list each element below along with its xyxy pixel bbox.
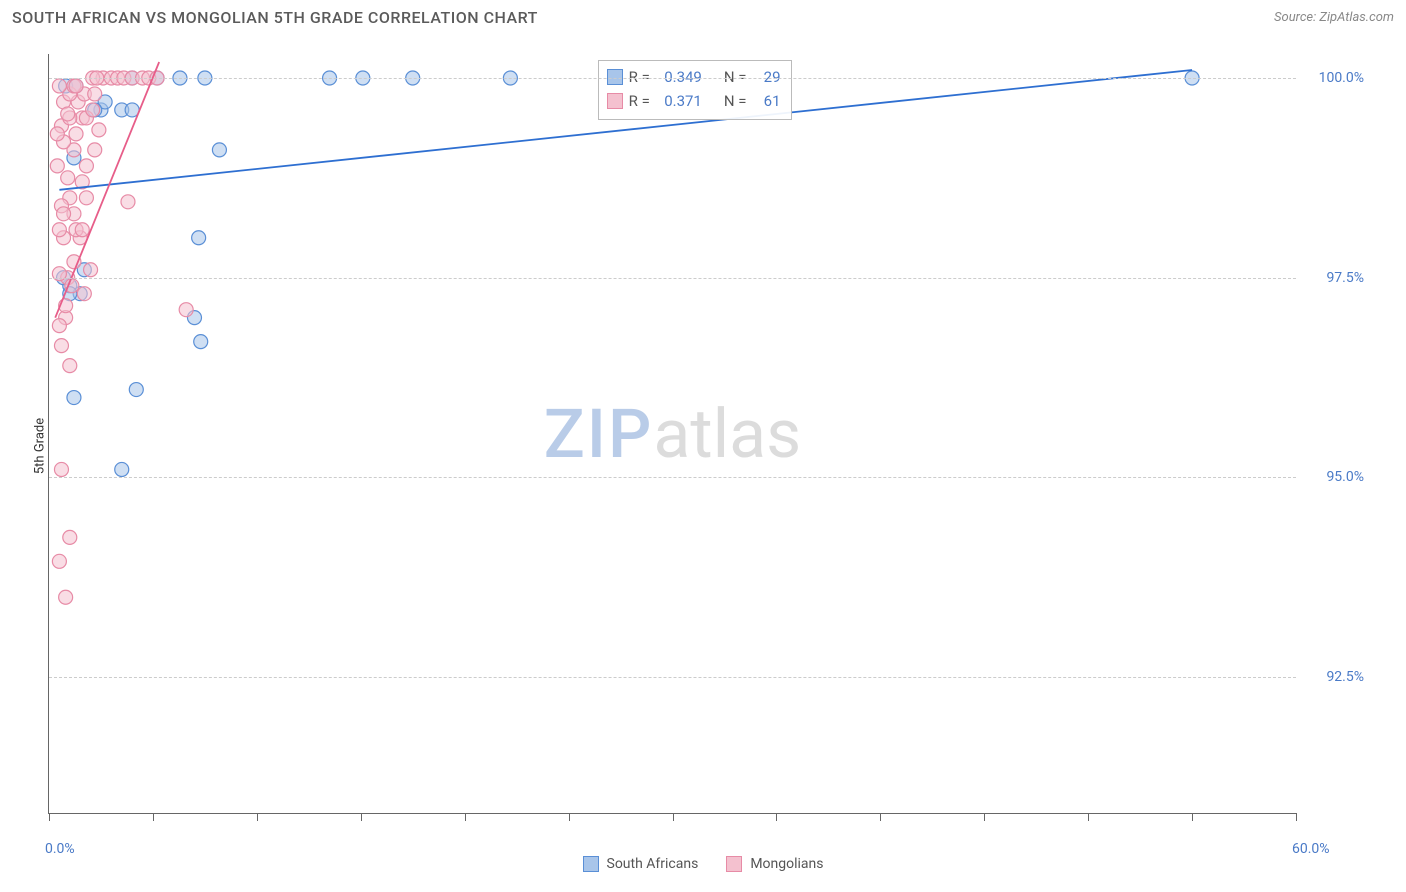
y-tick-label: 95.0% xyxy=(1326,469,1364,485)
data-point xyxy=(86,103,100,117)
data-point xyxy=(54,339,68,353)
data-point xyxy=(52,319,66,333)
data-point xyxy=(63,359,77,373)
x-tick-mark xyxy=(1192,813,1193,821)
data-point xyxy=(92,123,106,137)
legend-swatch xyxy=(607,93,623,109)
x-tick-mark xyxy=(465,813,466,821)
data-point xyxy=(84,263,98,277)
stats-row: R = 0.371 N = 61 xyxy=(607,89,781,113)
x-tick-label: 60.0% xyxy=(1292,841,1330,857)
legend-item: South Africans xyxy=(583,856,699,872)
x-tick-mark xyxy=(1296,813,1297,821)
data-point xyxy=(67,391,81,405)
data-point xyxy=(52,223,66,237)
data-point xyxy=(179,303,193,317)
x-tick-mark xyxy=(880,813,881,821)
legend-swatch xyxy=(583,856,599,872)
x-tick-mark xyxy=(673,813,674,821)
data-point xyxy=(52,554,66,568)
chart-area: ZIPatlas R =0.349N =29R =0.371N =61 92.5… xyxy=(48,54,1296,814)
data-point xyxy=(194,335,208,349)
data-point xyxy=(50,159,64,173)
data-point xyxy=(88,143,102,157)
gridline xyxy=(49,78,1296,79)
x-tick-mark xyxy=(776,813,777,821)
data-point xyxy=(54,462,68,476)
data-point xyxy=(52,79,66,93)
data-point xyxy=(61,171,75,185)
plot-svg xyxy=(49,54,1296,813)
n-value: 61 xyxy=(753,89,781,113)
data-point xyxy=(212,143,226,157)
x-tick-label: 0.0% xyxy=(45,841,75,857)
n-label: N = xyxy=(724,89,747,113)
data-point xyxy=(69,127,83,141)
x-tick-mark xyxy=(984,813,985,821)
data-point xyxy=(77,287,91,301)
data-point xyxy=(129,383,143,397)
y-tick-label: 100.0% xyxy=(1319,70,1364,86)
data-point xyxy=(121,195,135,209)
data-point xyxy=(69,79,83,93)
legend-label: South Africans xyxy=(607,856,699,872)
data-point xyxy=(79,159,93,173)
data-point xyxy=(59,590,73,604)
data-point xyxy=(75,223,89,237)
x-tick-mark xyxy=(257,813,258,821)
stats-legend: R =0.349N =29R =0.371N =61 xyxy=(598,60,792,120)
data-point xyxy=(88,87,102,101)
data-point xyxy=(115,462,129,476)
y-tick-label: 97.5% xyxy=(1326,270,1364,286)
gridline xyxy=(49,278,1296,279)
data-point xyxy=(79,191,93,205)
data-point xyxy=(192,231,206,245)
chart-title: SOUTH AFRICAN VS MONGOLIAN 5TH GRADE COR… xyxy=(12,8,538,27)
data-point xyxy=(57,207,71,221)
data-point xyxy=(63,530,77,544)
x-tick-mark xyxy=(153,813,154,821)
x-tick-mark xyxy=(361,813,362,821)
legend-item: Mongolians xyxy=(726,856,823,872)
source-attribution: Source: ZipAtlas.com xyxy=(1274,10,1394,25)
r-value: 0.371 xyxy=(656,89,702,113)
y-axis-label: 5th Grade xyxy=(33,418,48,474)
x-tick-mark xyxy=(1088,813,1089,821)
series-legend: South Africans Mongolians xyxy=(0,856,1406,872)
r-label: R = xyxy=(629,89,650,113)
y-tick-label: 92.5% xyxy=(1326,669,1364,685)
x-tick-mark xyxy=(569,813,570,821)
legend-swatch xyxy=(726,856,742,872)
legend-label: Mongolians xyxy=(750,856,823,872)
data-point xyxy=(50,127,64,141)
x-tick-mark xyxy=(49,813,50,821)
gridline xyxy=(49,477,1296,478)
data-point xyxy=(61,107,75,121)
gridline xyxy=(49,677,1296,678)
